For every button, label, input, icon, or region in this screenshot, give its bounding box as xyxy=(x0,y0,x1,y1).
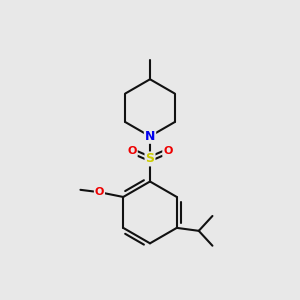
Text: S: S xyxy=(146,152,154,165)
Text: N: N xyxy=(145,130,155,143)
Text: O: O xyxy=(128,146,137,156)
Text: O: O xyxy=(163,146,172,156)
Text: O: O xyxy=(95,187,104,197)
